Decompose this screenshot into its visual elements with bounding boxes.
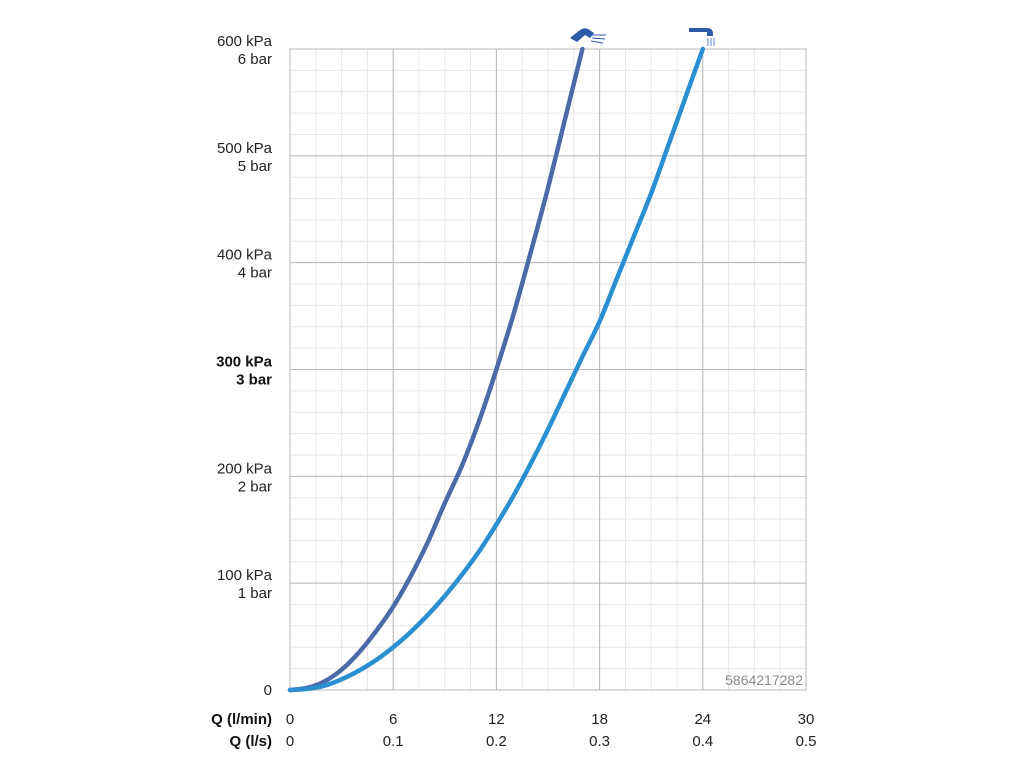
- y-tick-label-bar: 2 bar: [238, 478, 272, 495]
- y-tick-label-bar: 6 bar: [238, 51, 272, 68]
- plot-frame: [289, 48, 807, 691]
- x-axis-labels: 0 0 6 0.1 12 0.2 18 0.3 24 0.4 30 0.5: [286, 711, 817, 750]
- x-tick-label-lmin: 12: [488, 711, 505, 728]
- x-axis-name-lmin: Q (l/min): [211, 711, 272, 728]
- y-tick-label-bar: 1 bar: [238, 585, 272, 602]
- y-tick-label-kpa: 400 kPa: [217, 247, 273, 264]
- x-tick-label-lmin: 6: [389, 711, 397, 728]
- spray-shower-head-icon: [570, 28, 606, 44]
- x-tick-label-ls: 0: [286, 733, 294, 750]
- watermark-id: 5864217282: [725, 672, 803, 688]
- x-tick-label-lmin: 18: [591, 711, 608, 728]
- y-tick-label-bar: 5 bar: [238, 158, 272, 175]
- x-tick-label-ls: 0.3: [589, 733, 610, 750]
- x-tick-label-ls: 0.4: [692, 733, 713, 750]
- rain-shower-head-icon: [689, 28, 715, 46]
- x-tick-label-ls: 0.2: [486, 733, 507, 750]
- y-tick-label-kpa: 100 kPa: [217, 567, 273, 584]
- y-tick-label-bar: 4 bar: [238, 265, 272, 282]
- series-layer: [287, 46, 706, 693]
- x-tick-label-lmin: 0: [286, 711, 294, 728]
- y-tick-label-kpa: 300 kPa: [216, 354, 273, 371]
- series-line-1: [287, 46, 585, 693]
- y-tick-label-kpa: 200 kPa: [217, 460, 273, 477]
- x-tick-label-lmin: 30: [798, 711, 815, 728]
- series-line-2: [287, 46, 706, 693]
- y-tick-label-kpa: 500 kPa: [217, 140, 273, 157]
- x-axis-name-ls: Q (l/s): [229, 733, 272, 750]
- y-tick-label-bar: 3 bar: [236, 372, 272, 389]
- x-tick-label-lmin: 24: [694, 711, 711, 728]
- y-tick-label-kpa: 0: [264, 682, 272, 699]
- x-tick-label-ls: 0.5: [796, 733, 817, 750]
- x-tick-label-ls: 0.1: [383, 733, 404, 750]
- y-tick-label-kpa: 600 kPa: [217, 33, 273, 50]
